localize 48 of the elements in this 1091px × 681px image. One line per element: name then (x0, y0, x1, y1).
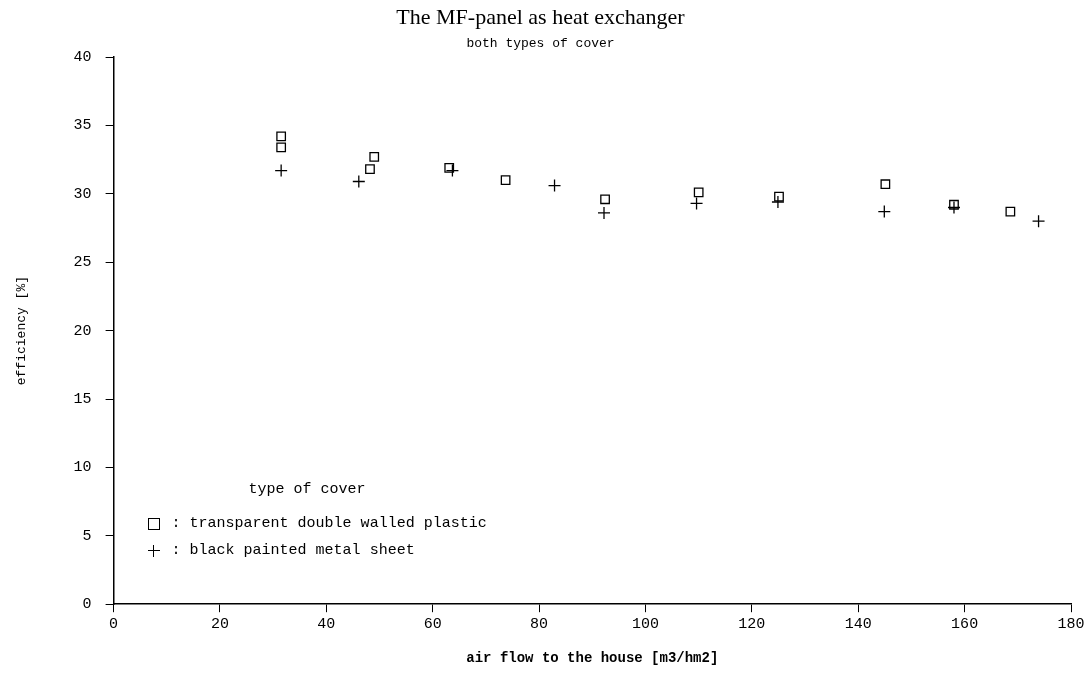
y-tick-label: 10 (73, 459, 92, 477)
point (276, 142, 287, 153)
x-tick-label: 160 (951, 616, 979, 634)
point (880, 179, 891, 190)
point (444, 162, 455, 173)
point (547, 178, 562, 193)
legend-title: type of cover (248, 481, 367, 499)
y-tick-label: 0 (82, 596, 92, 614)
x-tick-label: 80 (530, 616, 549, 634)
x-axis-title: air flow to the house [m3/hm2] (466, 650, 719, 667)
x-tick-label: 140 (844, 616, 872, 634)
point (276, 131, 287, 142)
point (689, 196, 704, 211)
point (365, 164, 375, 175)
point (1005, 206, 1016, 217)
y-tick-label: 5 (82, 527, 92, 545)
legend-label: : transparent double walled plastic (171, 515, 487, 533)
y-tick-label: 25 (73, 254, 92, 272)
y-tick-label: 20 (73, 322, 92, 340)
point (274, 163, 288, 178)
x-tick-label: 120 (738, 616, 766, 634)
point (500, 175, 511, 186)
point (352, 174, 366, 189)
x-tick-label: 60 (423, 616, 442, 634)
point (597, 206, 611, 220)
legend-label: : black painted metal sheet (171, 542, 415, 560)
point (693, 187, 704, 198)
point (774, 191, 784, 202)
y-tick-label: 35 (73, 117, 92, 135)
x-tick-label: 40 (317, 616, 336, 634)
chart-title: The MF-panel as heat exchanger (396, 3, 686, 29)
point (600, 194, 610, 205)
point (369, 151, 380, 162)
point (947, 200, 961, 215)
chart-subtitle: both types of cover (466, 35, 615, 51)
y-tick-label: 40 (73, 48, 92, 66)
x-tick-label: 100 (631, 616, 659, 634)
point (949, 199, 959, 210)
x-tick-label: 0 (109, 616, 119, 634)
point (1031, 214, 1046, 228)
y-tick-label: 15 (73, 390, 92, 408)
point (771, 195, 785, 209)
point (877, 204, 891, 219)
x-tick-label: 20 (210, 616, 229, 634)
x-tick-label: 180 (1057, 616, 1085, 634)
point (445, 163, 460, 178)
y-tick-label: 30 (73, 185, 92, 203)
y-axis-title: efficiency [%] (14, 275, 30, 386)
